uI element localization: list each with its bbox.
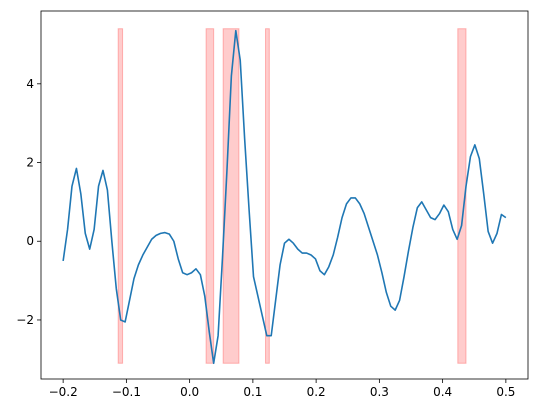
x-tick-label: −0.1 — [112, 385, 141, 399]
highlight-region-1 — [117, 28, 124, 364]
x-tick-label: −0.2 — [49, 385, 78, 399]
x-tick-label: 0.4 — [433, 385, 452, 399]
x-tick-label: 0.5 — [496, 385, 515, 399]
highlight-regions — [117, 28, 467, 364]
highlight-region-4 — [265, 28, 270, 364]
y-axis: −2 0 2 4 — [16, 77, 41, 327]
x-tick-label: 0.3 — [370, 385, 389, 399]
x-tick-label: 0.1 — [243, 385, 262, 399]
y-tick-label: −2 — [16, 313, 34, 327]
highlight-region-5 — [457, 28, 467, 364]
y-tick-label: 0 — [26, 234, 34, 248]
x-tick-label: 0.2 — [307, 385, 326, 399]
highlight-region-3 — [222, 28, 240, 364]
y-tick-label: 2 — [26, 156, 34, 170]
highlight-region-2 — [205, 28, 215, 364]
series-line-1 — [62, 29, 507, 365]
series-line-layer — [62, 29, 507, 365]
x-axis: −0.2 −0.1 0.0 0.1 0.2 0.3 0.4 0.5 — [49, 379, 515, 399]
y-tick-label: 4 — [26, 77, 34, 91]
x-tick-label: 0.0 — [180, 385, 199, 399]
plot-frame — [40, 10, 529, 380]
